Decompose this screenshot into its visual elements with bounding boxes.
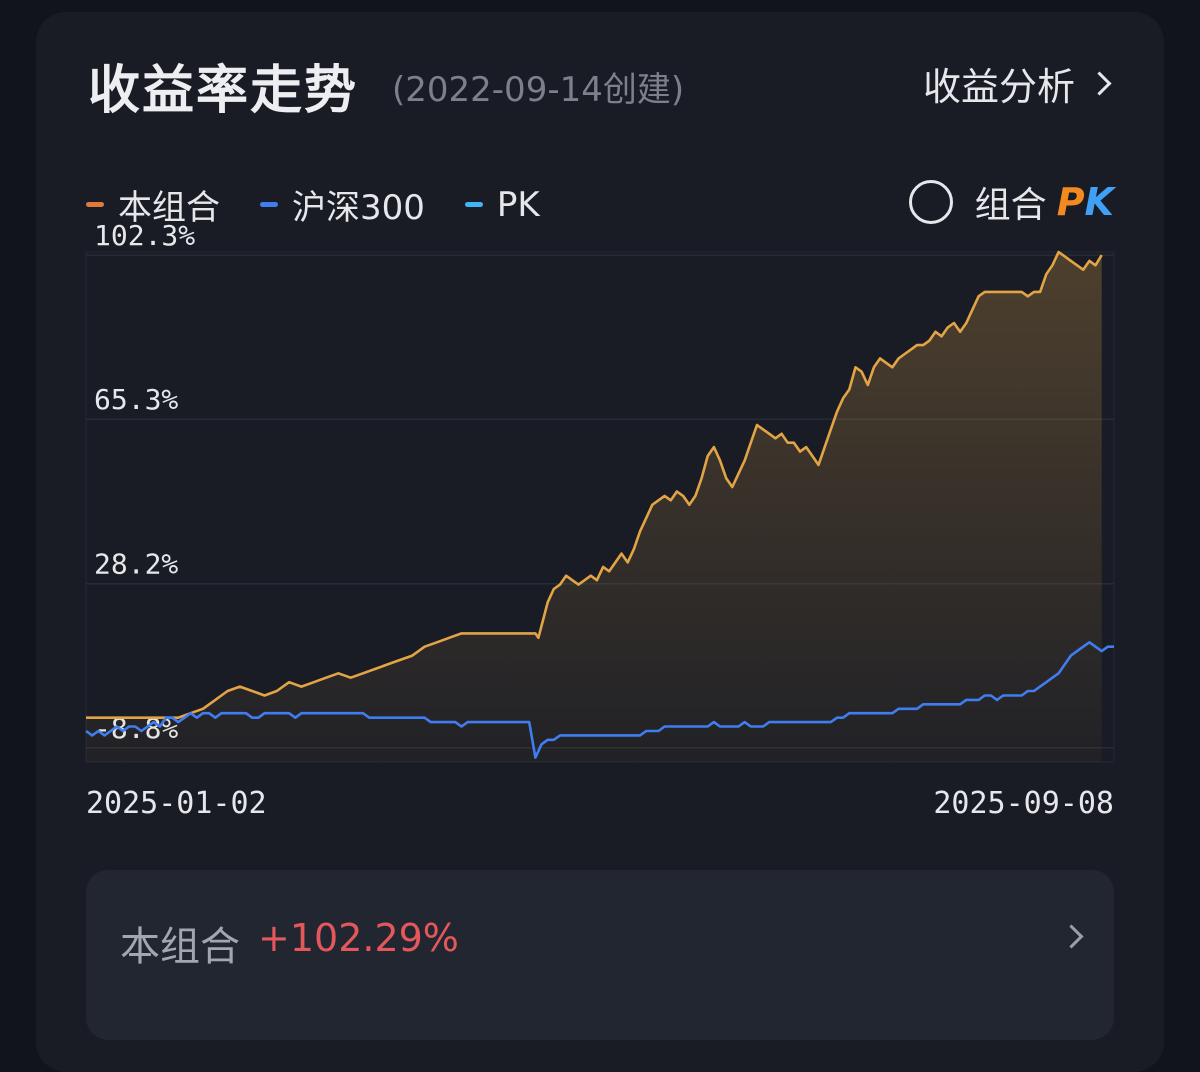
summary-label: 本组合 (120, 924, 240, 970)
page-title: 收益率走势 (88, 61, 359, 121)
legend-dash-icon (86, 202, 104, 207)
legend-label: 沪深300 (292, 188, 425, 228)
radio-circle-icon[interactable] (908, 180, 953, 224)
chevron-right-icon (1059, 924, 1084, 949)
pk-logo-k: K (1084, 180, 1114, 224)
pk-logo-p: P (1056, 180, 1085, 224)
y-tick-label: 28.2% (94, 548, 178, 581)
legend-item-csi300: 沪深300 (260, 180, 425, 229)
portfolio-pk-toggle[interactable]: 组合 PK (908, 176, 1114, 228)
x-axis-start-label: 2025-01-02 (86, 786, 267, 821)
series-line-1 (85, 641, 1114, 759)
legend-item-pk: PK (464, 184, 540, 225)
chart-legend: 本组合 沪深300 PK (86, 180, 540, 229)
return-trend-chart: 102.3%65.3%28.2%-8.8% (85, 219, 1115, 763)
summary-return-value: +102.29% (258, 916, 459, 960)
x-axis-end-label: 2025-09-08 (933, 786, 1114, 821)
pk-toggle-label: 组合 (974, 185, 1047, 226)
y-tick-label: 65.3% (94, 383, 178, 416)
legend-label: 本组合 (118, 188, 220, 228)
legend-label: PK (496, 184, 540, 225)
analysis-label: 收益分析 (922, 65, 1075, 109)
series-area-0 (86, 252, 1102, 762)
legend-item-portfolio: 本组合 (86, 180, 220, 229)
created-date: (2022-09-14创建) (392, 70, 685, 110)
legend-dash-icon (464, 202, 483, 207)
legend-dash-icon (260, 202, 278, 207)
pk-logo: PK (1057, 180, 1114, 224)
series-line-0 (86, 250, 1103, 719)
y-tick-label: 102.3% (94, 219, 195, 252)
analysis-link[interactable]: 收益分析 (923, 56, 1114, 111)
portfolio-summary-row[interactable]: 本组合 +102.29% (86, 870, 1114, 1040)
